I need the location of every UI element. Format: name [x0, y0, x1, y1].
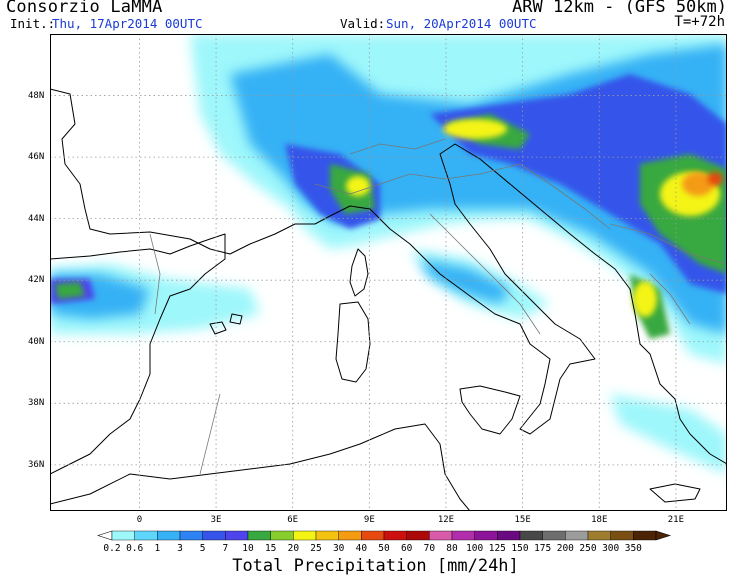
longitude-label: 6E: [287, 515, 299, 525]
colorbar-swatch: [429, 530, 453, 541]
colorbar-level-label: 0.2: [103, 543, 120, 554]
colorbar-swatch: [383, 530, 407, 541]
longitude-label: 18E: [591, 515, 608, 525]
colorbar-level-label: 200: [557, 543, 574, 554]
colorbar-swatch: [134, 530, 158, 541]
colorbar-level-label: 175: [534, 543, 551, 554]
precipitation-field: [50, 34, 727, 474]
colorbar-swatch: [247, 530, 271, 541]
colorbar-level-label: 30: [333, 543, 345, 554]
colorbar-level-label: 350: [625, 543, 642, 554]
model-title: ARW 12km - (GFS 50km): [512, 0, 727, 17]
colorbar-swatch: [406, 530, 430, 541]
precipitation-map: [50, 34, 727, 511]
island-crete: [649, 483, 701, 503]
coastlines: [50, 88, 727, 511]
latitude-label: 46N: [28, 152, 45, 163]
colorbar-level-label: 20: [288, 543, 300, 554]
national-borders: [149, 138, 727, 475]
map-frame: [50, 34, 727, 511]
colorbar-swatch: [225, 530, 249, 541]
colorbar-level-label: 60: [401, 543, 413, 554]
colorbar-level-label: 100: [466, 543, 483, 554]
colorbar-swatch: [633, 530, 657, 541]
graticule: [50, 34, 727, 511]
island-sardinia: [335, 301, 371, 383]
colorbar-swatch: [361, 530, 385, 541]
colorbar-swatch: [610, 530, 634, 541]
colorbar-swatch: [270, 530, 294, 541]
colorbar-level-label: 125: [489, 543, 506, 554]
colorbar-level-label: 300: [602, 543, 619, 554]
latitude-label: 44N: [28, 213, 45, 224]
colorbar-high-arrow: [655, 530, 671, 541]
colorbar-swatch: [315, 530, 339, 541]
colorbar-level-label: 50: [378, 543, 390, 554]
colorbar-level-label: 10: [242, 543, 254, 554]
coast-iberia: [50, 233, 226, 475]
colorbar-swatch: [542, 530, 566, 541]
colorbar-level-label: 0.6: [126, 543, 143, 554]
coast-western-europe: [50, 88, 727, 465]
latitude-label: 40N: [28, 336, 45, 347]
colorbar-level-label: 15: [265, 543, 276, 554]
colorbar-low-arrow: [97, 530, 113, 541]
organization-title: Consorzio LaMMA: [6, 0, 163, 17]
island-corsica: [349, 248, 369, 297]
colorbar-swatch: [497, 530, 521, 541]
longitude-label: 12E: [437, 515, 455, 525]
coast-north-africa: [50, 423, 471, 511]
latitude-label: 42N: [28, 275, 45, 286]
latitude-label: 36N: [28, 459, 45, 470]
latitude-label: 48N: [28, 90, 45, 101]
colorbar-level-label: 5: [200, 543, 206, 554]
island-sicily: [459, 385, 521, 435]
colorbar-level-label: 250: [579, 543, 596, 554]
valid-time: Sun, 20Apr2014 00UTC: [386, 16, 537, 31]
longitude-label: 3E: [210, 515, 222, 525]
colorbar-swatch: [202, 530, 226, 541]
colorbar-swatch: [565, 530, 589, 541]
colorbar-title: Total Precipitation [mm/24h]: [232, 556, 519, 576]
colorbar-swatch: [157, 530, 181, 541]
colorbar-level-label: 7: [222, 543, 228, 554]
colorbar-level-label: 150: [511, 543, 528, 554]
forecast-step: T=+72h: [674, 14, 725, 30]
colorbar-swatch: [293, 530, 317, 541]
latitude-label: 38N: [28, 398, 45, 409]
colorbar-swatch: [587, 530, 611, 541]
colorbar-level-label: 1: [154, 543, 160, 554]
colorbar-level-label: 3: [177, 543, 183, 554]
island-balearic: [209, 313, 243, 335]
colorbar-swatch: [338, 530, 362, 541]
colorbar-level-label: 70: [424, 543, 436, 554]
colorbar-swatch: [451, 530, 475, 541]
colorbar-swatch: [474, 530, 498, 541]
colorbar-level-label: 80: [446, 543, 458, 554]
longitude-label: 0: [136, 515, 143, 525]
colorbar-swatch: [179, 530, 203, 541]
colorbar-level-label: 25: [310, 543, 321, 554]
longitude-label: 15E: [514, 515, 531, 525]
colorbar-level-label: 40: [356, 543, 368, 554]
valid-label: Valid:: [340, 16, 386, 31]
colorbar-swatch: [519, 530, 543, 541]
colorbar-swatch: [111, 530, 135, 541]
precipitation-colorbar: 0.2 0.6 1 3 5 7 10 15 20 25 30 40 50 60 70 80 100 125 150 1…: [97, 530, 671, 554]
longitude-label: 9E: [363, 515, 375, 525]
init-label: Init.:: [10, 16, 56, 31]
longitude-label: 21E: [667, 515, 685, 525]
init-time: Thu, 17Apr2014 00UTC: [52, 16, 203, 31]
